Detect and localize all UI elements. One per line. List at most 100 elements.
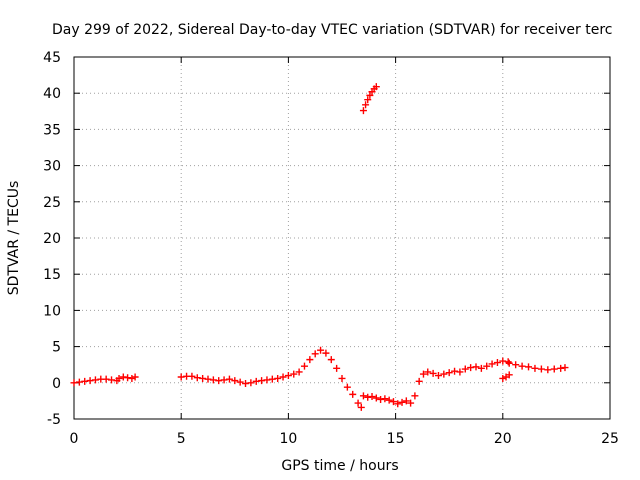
data-point xyxy=(225,375,233,383)
data-point xyxy=(544,366,552,374)
data-point xyxy=(236,378,244,386)
y-tick-label: 25 xyxy=(43,195,61,211)
data-point xyxy=(338,374,346,382)
x-tick-label: 20 xyxy=(494,431,512,447)
data-point xyxy=(504,358,512,366)
data-point xyxy=(402,397,410,405)
data-point xyxy=(131,373,139,381)
data-point xyxy=(102,375,110,383)
data-point xyxy=(231,377,239,385)
data-point xyxy=(333,364,341,372)
y-axis-label: SDTVAR / TECUs xyxy=(6,181,22,296)
y-tick-label: 15 xyxy=(43,267,61,283)
data-point xyxy=(377,395,385,403)
data-point xyxy=(354,399,362,407)
data-point xyxy=(274,374,282,382)
data-point xyxy=(381,395,389,403)
y-tick-label: 35 xyxy=(43,122,61,138)
data-point xyxy=(349,390,357,398)
y-tick-label: 0 xyxy=(52,376,61,392)
data-point xyxy=(493,359,501,367)
x-axis-label: GPS time / hours xyxy=(281,458,398,474)
data-point xyxy=(193,374,201,382)
data-point xyxy=(505,371,513,379)
data-point xyxy=(434,372,442,380)
data-point xyxy=(561,364,569,372)
data-point xyxy=(525,363,533,371)
data-point xyxy=(115,374,123,382)
data-point xyxy=(357,403,365,411)
data-point xyxy=(398,398,406,406)
data-point xyxy=(290,370,298,378)
series-6 xyxy=(505,359,569,374)
x-tick-label: 0 xyxy=(70,431,79,447)
data-point xyxy=(440,370,448,378)
data-point xyxy=(119,373,127,381)
data-point xyxy=(429,369,437,377)
y-tick-label: 40 xyxy=(43,86,61,102)
data-point xyxy=(91,376,99,384)
y-tick-label: 20 xyxy=(43,231,61,247)
data-point xyxy=(284,372,292,380)
data-point xyxy=(368,393,376,401)
data-point xyxy=(499,357,507,365)
plot-frame xyxy=(73,56,611,420)
data-point xyxy=(188,372,196,380)
data-point xyxy=(311,350,319,358)
data-point xyxy=(209,376,217,384)
data-point xyxy=(499,374,507,382)
data-point xyxy=(359,392,367,400)
data-point xyxy=(488,360,496,368)
y-tick-label: -5 xyxy=(47,412,61,428)
series-5 xyxy=(499,371,513,382)
series-7 xyxy=(359,83,380,115)
data-point xyxy=(128,374,136,382)
data-point xyxy=(372,83,380,91)
data-point xyxy=(295,368,303,376)
data-point xyxy=(70,379,78,387)
data-point xyxy=(531,364,539,372)
data-point xyxy=(81,377,89,385)
grid xyxy=(74,57,610,419)
data-point xyxy=(177,373,185,381)
data-point xyxy=(461,365,469,373)
data-point xyxy=(86,377,94,385)
data-point xyxy=(247,379,255,387)
data-point xyxy=(204,375,212,383)
data-point xyxy=(75,378,83,386)
series-3 xyxy=(177,346,365,411)
data-point xyxy=(512,361,520,369)
data-point xyxy=(199,374,207,382)
data-point xyxy=(215,377,223,385)
data-point xyxy=(451,367,459,375)
data-point xyxy=(343,383,351,391)
data-point xyxy=(268,375,276,383)
data-point xyxy=(366,91,374,99)
chart-title: Day 299 of 2022, Sidereal Day-to-day VTE… xyxy=(52,22,612,38)
series-4 xyxy=(359,357,512,408)
y-tick-label: 10 xyxy=(43,303,61,319)
data-point xyxy=(483,362,491,370)
data-point xyxy=(415,377,423,385)
data-point xyxy=(372,394,380,402)
data-point xyxy=(359,107,367,115)
y-tick-label: 30 xyxy=(43,159,61,175)
y-tick-label: 5 xyxy=(52,340,61,356)
data-point xyxy=(362,101,370,109)
x-tick-label: 10 xyxy=(279,431,297,447)
data-point xyxy=(364,96,372,104)
data-point xyxy=(550,365,558,373)
data-point xyxy=(394,400,402,408)
data-point xyxy=(242,380,250,388)
data-point xyxy=(124,374,132,382)
data-point xyxy=(252,377,260,385)
data-point xyxy=(327,356,335,364)
ticks: 0 5 10 15 20 25 -5 0 5 10 15 20 25 30 35 40 45 xyxy=(43,50,619,447)
data-point xyxy=(467,364,475,372)
data-point xyxy=(477,364,485,372)
data-point xyxy=(306,356,314,364)
x-tick-label: 15 xyxy=(387,431,405,447)
data-point xyxy=(220,376,228,384)
data-point xyxy=(456,368,464,376)
